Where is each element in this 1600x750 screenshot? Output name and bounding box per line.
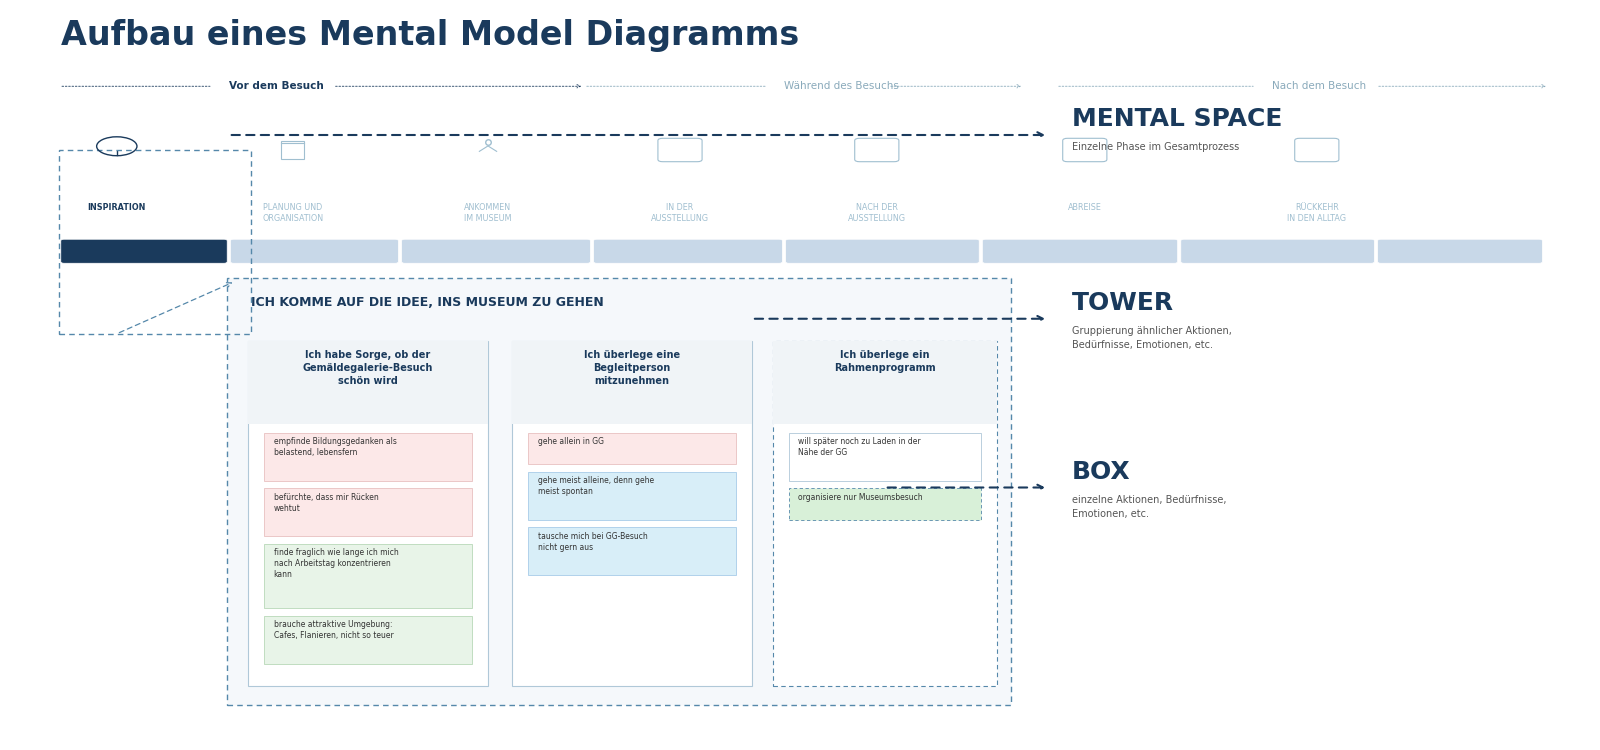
- Text: will später noch zu Laden in der
Nähe der GG: will später noch zu Laden in der Nähe de…: [798, 437, 922, 458]
- FancyBboxPatch shape: [789, 488, 981, 520]
- Text: Ich überlege ein
Rahmenprogramm: Ich überlege ein Rahmenprogramm: [834, 350, 936, 373]
- FancyBboxPatch shape: [264, 433, 472, 481]
- FancyBboxPatch shape: [248, 341, 488, 424]
- Text: tausche mich bei GG-Besuch
nicht gern aus: tausche mich bei GG-Besuch nicht gern au…: [538, 532, 648, 552]
- Text: finde fraglich wie lange ich mich
nach Arbeitstag konzentrieren
kann: finde fraglich wie lange ich mich nach A…: [274, 548, 398, 580]
- Text: Ich überlege eine
Begleitperson
mitzunehmen: Ich überlege eine Begleitperson mitzuneh…: [584, 350, 680, 386]
- Text: Nach dem Besuch: Nach dem Besuch: [1272, 81, 1366, 92]
- Text: brauche attraktive Umgebung:
Cafes, Flanieren, nicht so teuer: brauche attraktive Umgebung: Cafes, Flan…: [274, 620, 394, 640]
- Text: ANKOMMEN
IM MUSEUM: ANKOMMEN IM MUSEUM: [464, 202, 512, 223]
- Text: TOWER: TOWER: [1072, 291, 1174, 315]
- Text: Gruppierung ähnlicher Aktionen,
Bedürfnisse, Emotionen, etc.: Gruppierung ähnlicher Aktionen, Bedürfni…: [1072, 326, 1232, 350]
- FancyBboxPatch shape: [227, 278, 1011, 705]
- FancyBboxPatch shape: [982, 239, 1178, 263]
- FancyBboxPatch shape: [789, 433, 981, 481]
- Text: Aufbau eines Mental Model Diagramms: Aufbau eines Mental Model Diagramms: [61, 19, 798, 52]
- Text: organisiere nur Museumsbesuch: organisiere nur Museumsbesuch: [798, 493, 923, 502]
- FancyBboxPatch shape: [264, 616, 472, 664]
- Text: Vor dem Besuch: Vor dem Besuch: [229, 81, 323, 92]
- FancyBboxPatch shape: [248, 341, 488, 686]
- Text: NACH DER
AUSSTELLUNG: NACH DER AUSSTELLUNG: [848, 202, 906, 223]
- FancyBboxPatch shape: [786, 239, 979, 263]
- FancyBboxPatch shape: [594, 239, 782, 263]
- FancyBboxPatch shape: [773, 341, 997, 424]
- FancyBboxPatch shape: [512, 341, 752, 686]
- FancyBboxPatch shape: [264, 544, 472, 608]
- Text: gehe meist alleine, denn gehe
meist spontan: gehe meist alleine, denn gehe meist spon…: [538, 476, 654, 496]
- FancyBboxPatch shape: [230, 239, 398, 263]
- Text: Während des Besuchs: Während des Besuchs: [784, 81, 899, 92]
- Text: BOX: BOX: [1072, 460, 1131, 484]
- Text: RÜCKKEHR
IN DEN ALLTAG: RÜCKKEHR IN DEN ALLTAG: [1288, 202, 1346, 223]
- FancyBboxPatch shape: [1378, 239, 1542, 263]
- FancyBboxPatch shape: [528, 433, 736, 464]
- Text: empfinde Bildungsgedanken als
belastend, lebensfern: empfinde Bildungsgedanken als belastend,…: [274, 437, 397, 458]
- Text: PLANUNG UND
ORGANISATION: PLANUNG UND ORGANISATION: [262, 202, 323, 223]
- Text: IN DER
AUSSTELLUNG: IN DER AUSSTELLUNG: [651, 202, 709, 223]
- Text: Ich habe Sorge, ob der
Gemäldegalerie-Besuch
schön wird: Ich habe Sorge, ob der Gemäldegalerie-Be…: [302, 350, 434, 386]
- Text: INSPIRATION: INSPIRATION: [88, 202, 146, 211]
- FancyBboxPatch shape: [264, 488, 472, 536]
- FancyBboxPatch shape: [528, 472, 736, 520]
- Text: Einzelne Phase im Gesamtprozess: Einzelne Phase im Gesamtprozess: [1072, 142, 1240, 152]
- Text: gehe allein in GG: gehe allein in GG: [538, 437, 603, 446]
- Text: MENTAL SPACE: MENTAL SPACE: [1072, 107, 1282, 131]
- Text: befürchte, dass mir Rücken
wehtut: befürchte, dass mir Rücken wehtut: [274, 493, 378, 513]
- FancyBboxPatch shape: [528, 527, 736, 575]
- FancyBboxPatch shape: [402, 239, 590, 263]
- FancyBboxPatch shape: [61, 239, 227, 263]
- FancyBboxPatch shape: [1181, 239, 1374, 263]
- Text: einzelne Aktionen, Bedürfnisse,
Emotionen, etc.: einzelne Aktionen, Bedürfnisse, Emotione…: [1072, 495, 1227, 519]
- Text: ABREISE: ABREISE: [1067, 202, 1102, 211]
- FancyBboxPatch shape: [773, 341, 997, 686]
- FancyBboxPatch shape: [512, 341, 752, 424]
- Text: ICH KOMME AUF DIE IDEE, INS MUSEUM ZU GEHEN: ICH KOMME AUF DIE IDEE, INS MUSEUM ZU GE…: [251, 296, 603, 309]
